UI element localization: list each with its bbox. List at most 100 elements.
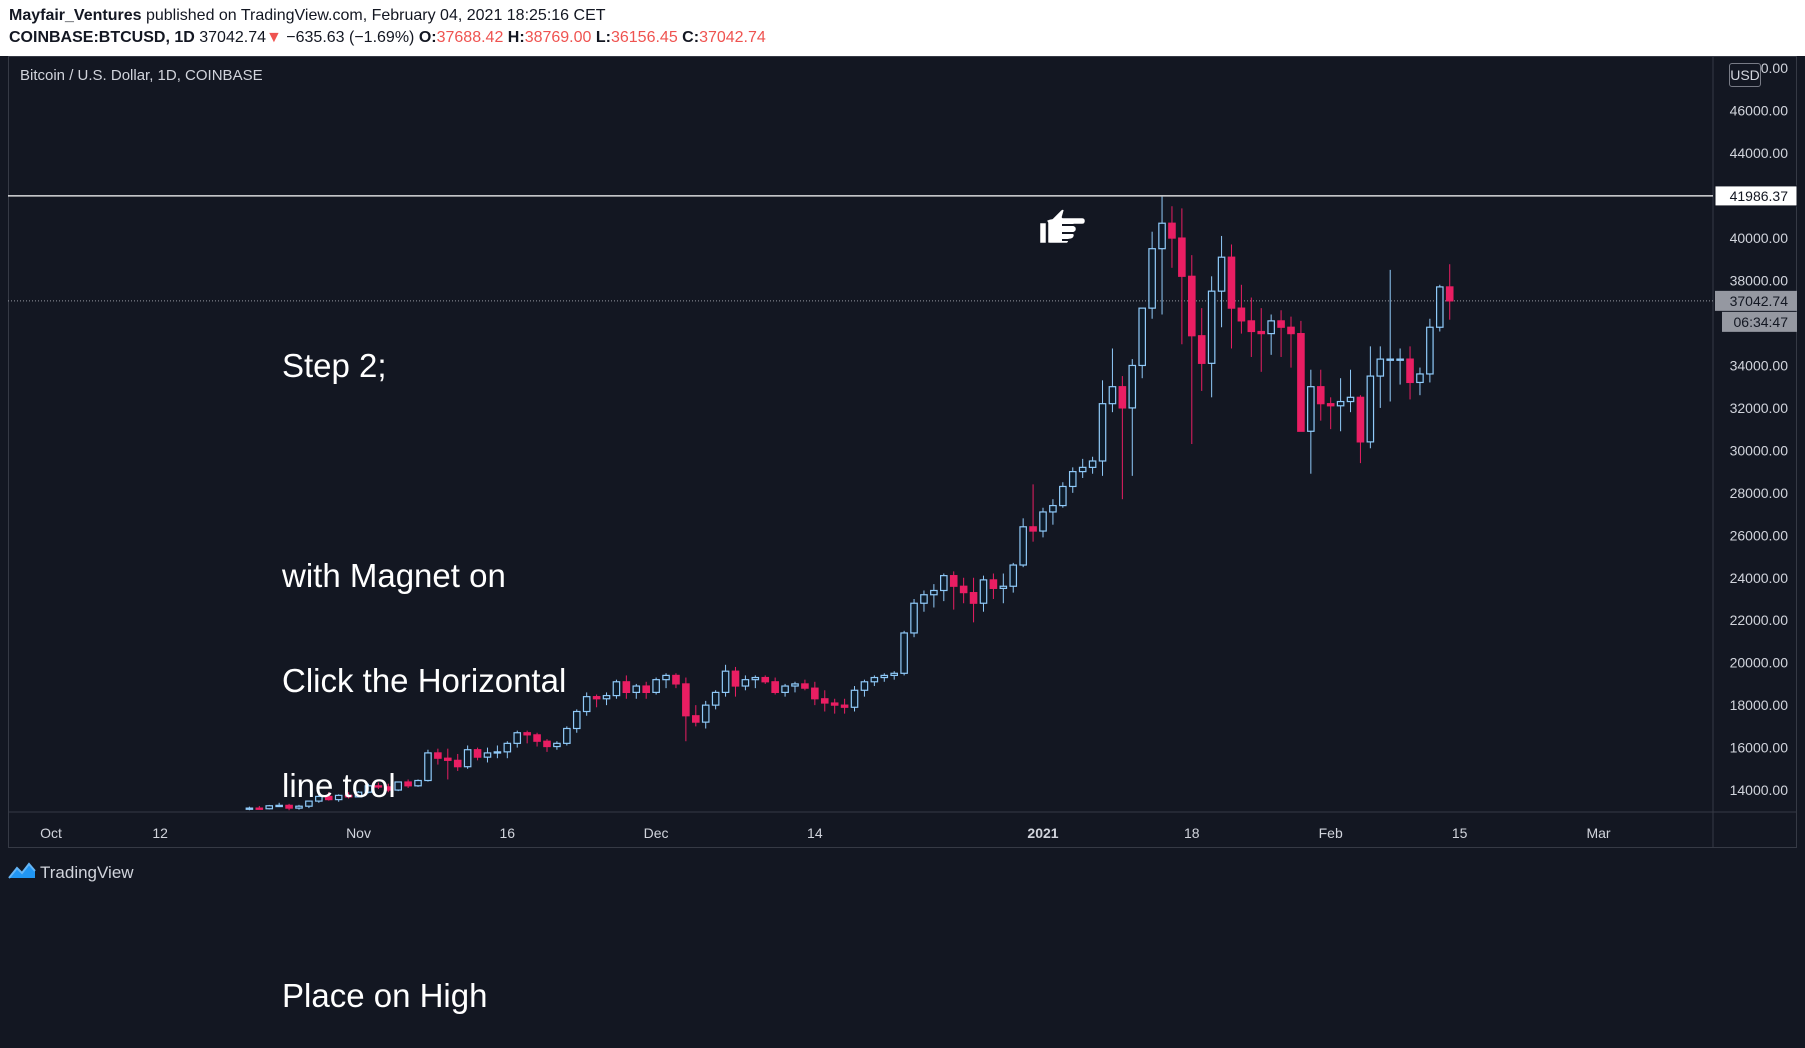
candle[interactable]: [949, 571, 958, 610]
candle[interactable]: [860, 679, 869, 697]
candle[interactable]: [1346, 369, 1355, 413]
candle[interactable]: [334, 794, 343, 802]
candle[interactable]: [920, 590, 928, 612]
candle[interactable]: [612, 679, 621, 699]
candle[interactable]: [652, 677, 660, 695]
candle[interactable]: [1059, 482, 1067, 508]
candle[interactable]: [602, 692, 611, 706]
candle[interactable]: [483, 747, 492, 763]
candle[interactable]: [285, 803, 293, 811]
candle[interactable]: [820, 690, 829, 712]
candle[interactable]: [1237, 284, 1246, 334]
candle[interactable]: [1019, 518, 1027, 568]
candle[interactable]: [781, 683, 789, 697]
candle[interactable]: [1078, 458, 1087, 478]
candle[interactable]: [811, 681, 819, 706]
candle[interactable]: [275, 802, 283, 808]
tradingview-brand[interactable]: TradingView: [40, 863, 134, 882]
candle[interactable]: [493, 745, 502, 759]
candle[interactable]: [1068, 467, 1077, 493]
candle[interactable]: [830, 698, 839, 714]
candle[interactable]: [979, 575, 988, 612]
candle[interactable]: [910, 598, 918, 638]
candle[interactable]: [1158, 196, 1166, 315]
author-name[interactable]: Mayfair_Ventures: [9, 7, 142, 24]
candle[interactable]: [563, 726, 571, 746]
candle[interactable]: [344, 792, 353, 799]
candle[interactable]: [840, 698, 849, 714]
candle[interactable]: [1297, 320, 1305, 432]
candle[interactable]: [959, 577, 968, 604]
candle[interactable]: [315, 794, 323, 803]
candle[interactable]: [553, 741, 561, 750]
candle[interactable]: [384, 783, 393, 793]
candle[interactable]: [354, 791, 363, 798]
candle[interactable]: [453, 753, 462, 771]
candle[interactable]: [1307, 369, 1315, 474]
candle[interactable]: [1336, 378, 1345, 432]
candle[interactable]: [1118, 376, 1127, 500]
candle[interactable]: [513, 730, 522, 748]
candle[interactable]: [890, 671, 899, 680]
candle[interactable]: [324, 792, 333, 801]
candle[interactable]: [1277, 310, 1285, 357]
candle[interactable]: [1356, 395, 1365, 464]
candle[interactable]: [1386, 269, 1395, 402]
candle[interactable]: [721, 664, 730, 697]
candle[interactable]: [1088, 456, 1097, 474]
candle[interactable]: [1049, 499, 1057, 525]
candle[interactable]: [503, 741, 512, 759]
candle[interactable]: [662, 673, 670, 689]
candle[interactable]: [1148, 231, 1156, 319]
candle[interactable]: [394, 781, 403, 792]
candle[interactable]: [711, 690, 720, 710]
candle[interactable]: [731, 666, 740, 697]
candle[interactable]: [1168, 206, 1176, 268]
candle[interactable]: [930, 584, 938, 608]
candle[interactable]: [1039, 507, 1047, 538]
candle[interactable]: [939, 573, 948, 602]
candle[interactable]: [900, 630, 908, 676]
candle[interactable]: [969, 577, 978, 623]
candle[interactable]: [1178, 208, 1186, 345]
tradingview-logo-icon[interactable]: [8, 862, 36, 880]
candle[interactable]: [1257, 308, 1266, 372]
candle[interactable]: [434, 748, 442, 765]
candle[interactable]: [1128, 359, 1137, 476]
candle[interactable]: [305, 800, 313, 809]
candle[interactable]: [1326, 397, 1335, 430]
candle[interactable]: [1396, 348, 1404, 385]
candle[interactable]: [295, 804, 303, 810]
candle[interactable]: [771, 677, 779, 695]
candle[interactable]: [989, 573, 998, 599]
candle[interactable]: [672, 673, 680, 689]
candle[interactable]: [543, 739, 551, 752]
candle[interactable]: [463, 745, 472, 769]
annotation-text[interactable]: Step 2; with Magnet on Click the Horizon…: [282, 278, 566, 1048]
candle[interactable]: [1366, 346, 1375, 449]
candle[interactable]: [1108, 348, 1117, 413]
candle[interactable]: [741, 675, 750, 691]
candle[interactable]: [404, 779, 412, 788]
candle[interactable]: [1217, 235, 1226, 328]
candle[interactable]: [1406, 346, 1414, 400]
candle[interactable]: [701, 700, 710, 729]
candle[interactable]: [751, 675, 760, 689]
candle[interactable]: [622, 675, 631, 699]
candle[interactable]: [761, 675, 770, 684]
price-chart[interactable]: 14000.00 16000.00 18000.00 20000.00 22000.00…: [0, 0, 1805, 896]
candle[interactable]: [642, 681, 651, 699]
candle[interactable]: [424, 749, 432, 782]
candle[interactable]: [1287, 316, 1295, 368]
candle[interactable]: [1376, 346, 1385, 408]
candle[interactable]: [999, 573, 1008, 604]
candle[interactable]: [801, 679, 809, 691]
candle[interactable]: [374, 782, 383, 789]
candle[interactable]: [523, 730, 531, 744]
candle[interactable]: [572, 709, 581, 733]
candle[interactable]: [444, 748, 452, 780]
chart-panel[interactable]: [8, 56, 1797, 848]
candle[interactable]: [1029, 484, 1037, 542]
candle[interactable]: [682, 677, 690, 742]
candle[interactable]: [691, 705, 700, 727]
